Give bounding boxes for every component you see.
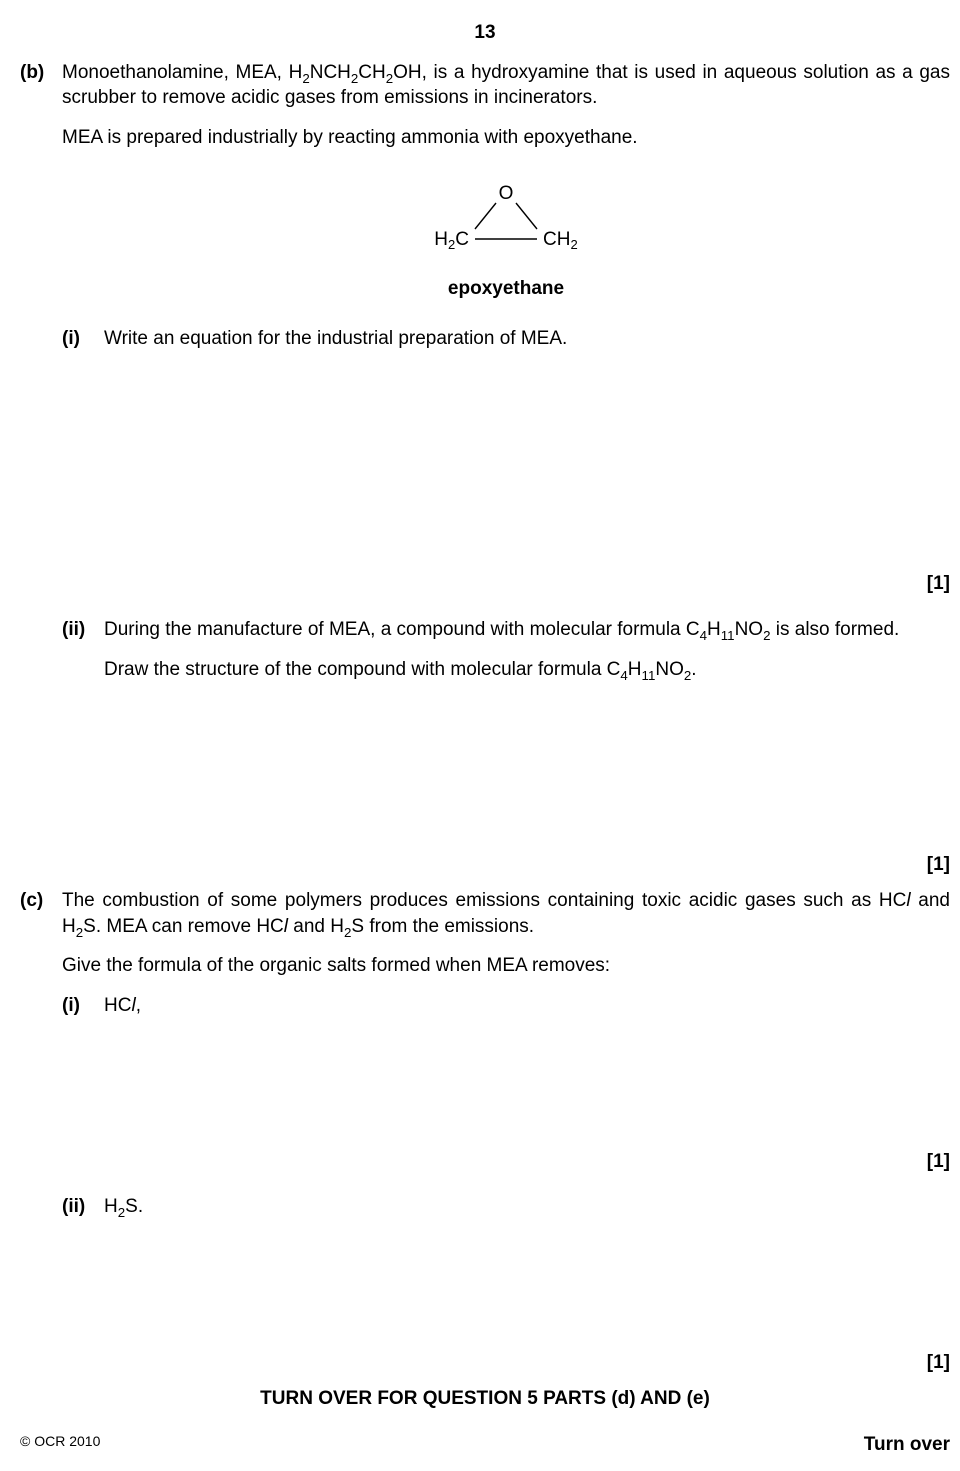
epoxyethane-diagram: O H2C CH2 xyxy=(62,181,950,273)
part-b-ii-body: During the manufacture of MEA, a compoun… xyxy=(104,617,950,682)
part-b-ii-label: (ii) xyxy=(62,617,104,682)
part-b-i-text: Write an equation for the industrial pre… xyxy=(104,328,567,349)
part-c-text2: Give the formula of the organic salts fo… xyxy=(62,953,950,979)
answer-space-b-i xyxy=(62,361,950,561)
marks-b-i: [1] xyxy=(20,571,950,597)
page-number: 13 xyxy=(20,20,950,46)
epoxyethane-name: epoxyethane xyxy=(62,276,950,302)
answer-space-c-ii xyxy=(62,1230,950,1340)
part-b-ii: (ii) During the manufacture of MEA, a co… xyxy=(62,617,950,682)
part-c-i-label: (i) xyxy=(62,993,104,1019)
part-b-intro2: MEA is prepared industrially by reacting… xyxy=(62,125,950,151)
part-c: (c) The combustion of some polymers prod… xyxy=(20,888,950,1139)
part-b-ii-wrap: (ii) During the manufacture of MEA, a co… xyxy=(20,607,950,842)
part-b-intro1: Monoethanolamine, MEA, H2NCH2CH2OH, is a… xyxy=(62,60,950,111)
answer-space-c-i xyxy=(62,1029,950,1139)
part-c-ii-label: (ii) xyxy=(62,1194,104,1220)
footer-copyright: © OCR 2010 xyxy=(20,1432,100,1458)
part-c-i: (i) HCl, xyxy=(62,993,950,1019)
exam-page: 13 (b) Monoethanolamine, MEA, H2NCH2CH2O… xyxy=(0,0,960,1471)
svg-text:H2C: H2C xyxy=(434,229,469,252)
page-footer: © OCR 2010 Turn over xyxy=(20,1432,950,1458)
footer-turn-over: Turn over xyxy=(864,1432,950,1458)
part-b: (b) Monoethanolamine, MEA, H2NCH2CH2OH, … xyxy=(20,60,950,562)
part-c-i-body: HCl, xyxy=(104,993,950,1019)
turn-over-banner: TURN OVER FOR QUESTION 5 PARTS (d) AND (… xyxy=(20,1386,950,1412)
marks-b-ii: [1] xyxy=(20,852,950,878)
part-c-label: (c) xyxy=(20,888,62,1139)
part-b-i: (i) Write an equation for the industrial… xyxy=(62,326,950,352)
part-c-ii-body: H2S. xyxy=(104,1194,950,1220)
svg-text:CH2: CH2 xyxy=(543,229,578,252)
part-c-ii: (ii) H2S. xyxy=(62,1194,950,1220)
marks-c-i: [1] xyxy=(20,1149,950,1175)
answer-space-b-ii xyxy=(62,692,950,842)
part-b-i-body: Write an equation for the industrial pre… xyxy=(104,326,950,352)
part-b-body: Monoethanolamine, MEA, H2NCH2CH2OH, is a… xyxy=(62,60,950,562)
part-c-intro: The combustion of some polymers produces… xyxy=(62,888,950,939)
part-c-body: The combustion of some polymers produces… xyxy=(62,888,950,1139)
diagram-O: O xyxy=(499,183,514,204)
part-b-label: (b) xyxy=(20,60,62,562)
marks-c-ii: [1] xyxy=(20,1350,950,1376)
part-b-i-label: (i) xyxy=(62,326,104,352)
part-c-ii-wrap: (ii) H2S. xyxy=(20,1184,950,1340)
